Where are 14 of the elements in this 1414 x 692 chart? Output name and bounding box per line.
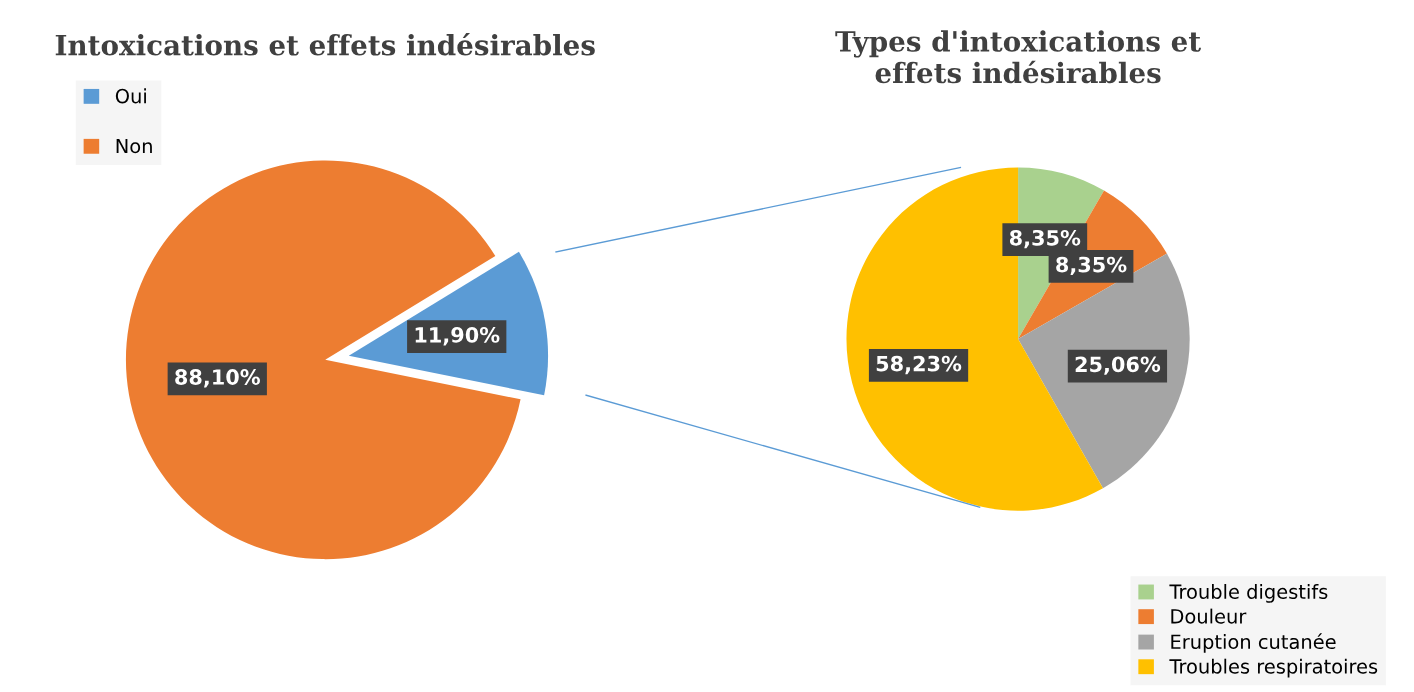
data-label: 25,06%	[1075, 356, 1161, 375]
data-label: 11,90%	[415, 326, 500, 346]
chart-title: Intoxications et effets indésirables	[55, 32, 595, 56]
chart-title: Types d'intoxications et effets indésirables	[835, 30, 1202, 84]
data-label: 8,35%	[1056, 256, 1127, 276]
data-label: 58,23%	[876, 355, 962, 375]
legend-label: Oui	[115, 88, 146, 104]
legend-label: Troubles respiratoires	[1169, 658, 1378, 678]
data-label: 8,35%	[1009, 229, 1081, 249]
legend-label: Douleur	[1171, 608, 1247, 624]
data-label: 88,10%	[175, 369, 260, 388]
legend-label: Eruption cutanée	[1171, 633, 1336, 653]
legend-label: Trouble digestifs	[1169, 583, 1328, 603]
legend-label: Non	[116, 138, 152, 154]
